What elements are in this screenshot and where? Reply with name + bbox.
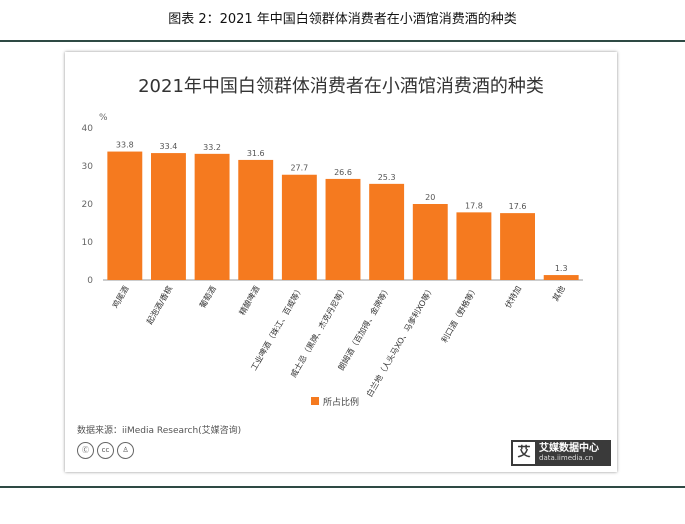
- chart-card: 2021年中国白领群体消费者在小酒馆消费酒的种类 % 0 10 20 30 40 33.8 鸡…: [65, 52, 617, 472]
- x-category-label: 精酿啤酒: [237, 284, 262, 317]
- bar-chart: % 0 10 20 30 40 33.8 鸡尾酒 33.4 起泡酒/香槟 33.2 葡萄酒 31.6 精酿…: [82, 113, 583, 408]
- bar-value-label: 26.6: [334, 168, 352, 177]
- bar-value-label: 33.2: [203, 143, 221, 152]
- x-category-label: 其他: [550, 284, 567, 303]
- x-category-label: 朗姆酒（百加得、金牌等）: [336, 284, 393, 372]
- bar-value-label: 31.6: [247, 149, 265, 158]
- logo-brand: 艾媒数据中心: [539, 443, 599, 455]
- source-note: 数据来源：iiMedia Research(艾媒咨询): [77, 426, 242, 436]
- bar: [412, 204, 448, 280]
- bar: [543, 275, 579, 280]
- x-category-label: 鸡尾酒: [110, 284, 131, 310]
- legend-label: 所占比例: [323, 396, 359, 408]
- bar-value-label: 17.6: [509, 202, 527, 211]
- bar: [238, 159, 274, 280]
- chart-title: 2021年中国白领群体消费者在小酒馆消费酒的种类: [138, 76, 544, 97]
- bar-value-label: 20: [425, 193, 435, 202]
- y-tick-label: 20: [82, 200, 94, 210]
- y-tick-label: 10: [82, 238, 94, 248]
- iimedia-logo: 艾 艾媒数据中心 data.iimedia.cn: [511, 440, 611, 466]
- bar-value-label: 1.3: [555, 264, 568, 273]
- y-tick-label: 30: [82, 162, 94, 172]
- bar: [107, 151, 143, 280]
- bar-value-label: 25.3: [378, 173, 396, 182]
- bar: [500, 213, 535, 280]
- bar: [151, 153, 186, 280]
- bar: [194, 153, 230, 280]
- bar-value-label: 27.7: [290, 164, 308, 173]
- document-caption: 图表 2：2021 年中国白领群体消费者在小酒馆消费酒的种类: [168, 12, 517, 27]
- cc-icon: cc: [97, 442, 114, 459]
- bar-value-label: 17.8: [465, 201, 483, 210]
- bar: [325, 178, 361, 280]
- cc-by-icon: Ⓒ: [77, 442, 94, 459]
- y-tick-label: 40: [82, 124, 94, 134]
- bar: [281, 174, 317, 280]
- bar: [369, 183, 405, 280]
- x-category-label: 工业啤酒（珠江、百威等）: [248, 284, 305, 372]
- logo-url: data.iimedia.cn: [539, 453, 594, 462]
- x-category-label: 利口酒（野格等）: [439, 284, 480, 344]
- y-axis-unit: %: [99, 113, 108, 123]
- x-category-label: 起泡酒/香槟: [144, 284, 174, 326]
- bar-value-label: 33.4: [160, 142, 178, 151]
- bar-value-label: 33.8: [116, 141, 134, 150]
- bottom-rule: [0, 486, 685, 488]
- top-rule: [0, 40, 685, 42]
- license-icons: Ⓒ cc ♙: [77, 442, 134, 459]
- y-tick-label: 0: [87, 276, 93, 286]
- x-category-label: 伏特加: [503, 284, 524, 310]
- logo-mark: 艾: [513, 442, 535, 464]
- person-icon: ♙: [117, 442, 134, 459]
- bar: [456, 212, 492, 280]
- legend-swatch: [311, 397, 319, 405]
- x-category-label: 葡萄酒: [197, 284, 218, 310]
